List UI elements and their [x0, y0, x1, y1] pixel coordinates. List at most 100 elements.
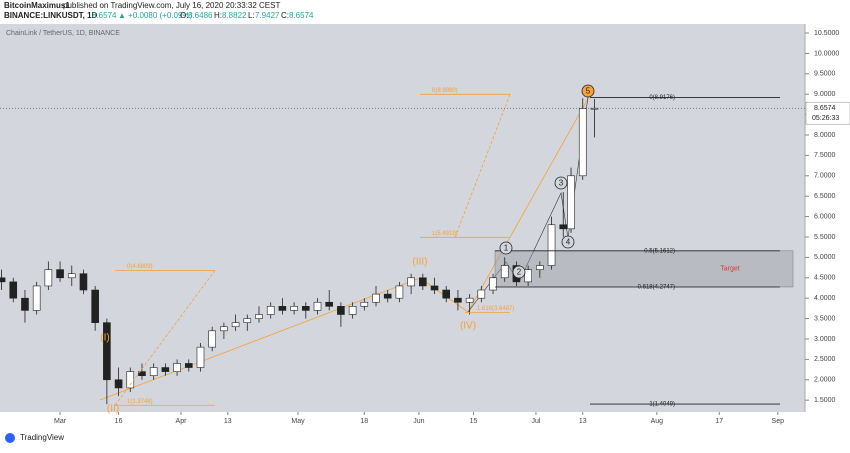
candle-body	[138, 371, 146, 376]
x-tick-label: May	[291, 418, 305, 425]
candle-body	[149, 367, 158, 376]
candle-body	[161, 367, 170, 372]
candle-body	[395, 285, 404, 299]
header-value: 8.6574	[289, 11, 314, 20]
candle-body	[220, 326, 228, 332]
header-value: 8.6486	[188, 11, 213, 20]
header-value: 8.6574	[92, 11, 117, 20]
header-value: H:	[214, 11, 222, 20]
candle-body	[196, 346, 205, 368]
x-tick-label: 13	[224, 418, 232, 425]
candle-body	[103, 322, 111, 381]
candle-body	[0, 277, 6, 283]
candle-body	[567, 175, 575, 230]
candle-body	[419, 277, 427, 287]
candle-body	[91, 289, 99, 323]
footer-brand: TradingView	[20, 433, 64, 442]
candle-body	[442, 289, 451, 299]
chart-title: ChainLink / TetherUS, 1D, BINANCE	[6, 30, 120, 37]
y-tick-label: 2.5000	[814, 356, 836, 363]
candle-body	[337, 306, 345, 315]
price-axis	[805, 24, 850, 412]
wave-label: 5	[586, 87, 591, 96]
y-tick-label: 1.5000	[814, 397, 836, 404]
x-tick-label: Apr	[176, 418, 188, 425]
y-tick-label: 5.5000	[814, 234, 836, 241]
brand-logo	[5, 433, 15, 443]
x-tick-label: 17	[715, 418, 723, 425]
wave-circle	[581, 84, 595, 98]
candle-body	[208, 330, 216, 348]
wave-label: 1	[504, 244, 509, 253]
candle-body	[536, 265, 544, 270]
wave-label: 2	[517, 268, 522, 277]
header-value: L:	[248, 11, 255, 20]
candle-body	[430, 285, 439, 291]
x-tick-label: Jul	[531, 418, 540, 425]
x-tick-label: 18	[360, 418, 368, 425]
y-tick-label: 6.0000	[814, 213, 836, 220]
header-value: ▲ +0.0080 (+0.09%)	[118, 11, 193, 20]
y-tick-label: 4.0000	[814, 295, 836, 302]
fib-label: 1(1.4049)	[649, 402, 675, 408]
candle-body	[313, 301, 322, 311]
y-tick-label: 2.0000	[814, 377, 836, 384]
candle-body	[9, 281, 18, 299]
y-tick-label: 8.0000	[814, 132, 836, 139]
y-tick-label: 3.0000	[814, 336, 836, 343]
y-tick-label: 9.0000	[814, 91, 836, 98]
wave-label: (I)	[100, 333, 109, 344]
candle-body	[360, 301, 369, 307]
candle-body	[383, 293, 392, 299]
y-tick-label: 3.5000	[814, 315, 836, 322]
fib-label: 1(1.3748)	[127, 399, 153, 405]
last-price: 8.6574	[814, 105, 836, 112]
y-tick-label: 9.5000	[814, 71, 836, 78]
candle-body	[21, 297, 29, 311]
y-tick-label: 5.0000	[814, 254, 836, 261]
y-tick-label: 7.5000	[814, 152, 836, 159]
symbol: BINANCE:LINKUSDT, 1D	[4, 11, 98, 20]
candle-body	[243, 318, 252, 323]
candle-body	[56, 269, 64, 279]
candle-body	[489, 277, 497, 291]
wave-label: (II)	[107, 404, 119, 415]
publisher: BitcoinMaximus1	[4, 1, 70, 10]
candle-body	[255, 314, 263, 319]
x-tick-label: Jun	[413, 418, 424, 425]
fib-label: 1.618(3.6487)	[477, 306, 514, 312]
candle-body	[454, 297, 462, 303]
candle-body	[173, 363, 181, 372]
candle-body	[184, 363, 193, 368]
y-tick-label: 6.5000	[814, 193, 836, 200]
x-tick-label: Mar	[54, 418, 67, 425]
candle-body	[477, 289, 486, 299]
x-tick-label: 15	[470, 418, 478, 425]
fib-label: 0.618(4.2747)	[638, 285, 675, 291]
candle-body	[126, 371, 135, 389]
target-label: Target	[720, 266, 740, 273]
fib-diagonal	[114, 270, 216, 406]
candle-body	[266, 306, 275, 315]
candle-body	[302, 306, 310, 311]
last-price-box	[805, 101, 850, 125]
candle-body	[32, 285, 41, 311]
candle-body	[407, 277, 415, 287]
fib-diagonal	[454, 94, 511, 238]
x-tick-label: Sep	[772, 418, 785, 425]
plot-area	[0, 24, 805, 412]
header-value: 8.8822	[222, 11, 247, 20]
wave-label: (III)	[413, 257, 428, 268]
fib-label: 0(4.6809)	[127, 264, 153, 270]
y-tick-label: 4.5000	[814, 275, 836, 282]
candle-body	[290, 306, 298, 311]
y-tick-label: 10.5000	[814, 30, 839, 37]
header-value: O:	[180, 11, 188, 20]
header-value: 7.9427	[255, 11, 280, 20]
candle-body	[465, 297, 474, 303]
target-zone	[494, 250, 794, 288]
candle-body	[524, 269, 532, 283]
x-tick-label: 16	[115, 418, 123, 425]
countdown: 05:26:33	[812, 115, 839, 122]
